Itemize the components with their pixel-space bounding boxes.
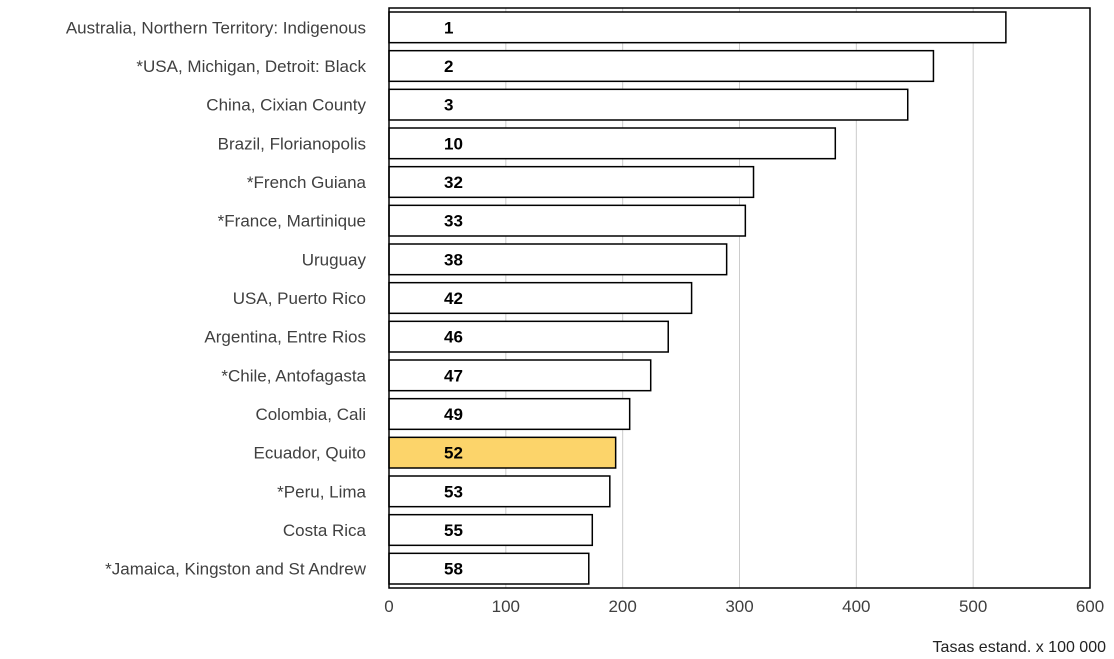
bar-label-8: 42 [444, 289, 463, 308]
bar-label-9: 46 [444, 328, 463, 347]
x-tick-label-300: 300 [725, 597, 753, 616]
x-tick-labels: 0 100 200 300 400 500 600 [384, 597, 1104, 616]
bar-14 [388, 513, 594, 547]
category-label-7: Uruguay [302, 250, 367, 269]
category-label-3: China, Cixian County [206, 96, 366, 115]
category-label-5: *French Guiana [247, 173, 367, 192]
bar-9 [388, 320, 669, 353]
bar-4 [388, 127, 837, 160]
bar-15 [388, 552, 590, 585]
bar-12 [388, 436, 617, 469]
category-label-14: Costa Rica [283, 521, 367, 540]
bar-8 [388, 281, 693, 315]
bar-label-2: 2 [444, 57, 453, 76]
bar-label-14: 55 [444, 521, 463, 540]
category-label-15: *Jamaica, Kingston and St Andrew [105, 560, 367, 579]
bar-label-7: 38 [444, 250, 463, 269]
bar-label-12: 52 [444, 444, 463, 463]
bars [388, 11, 1007, 585]
bar-10 [388, 359, 652, 392]
category-label-10: *Chile, Antofagasta [221, 366, 366, 385]
x-tick-label-200: 200 [608, 597, 636, 616]
plot-frame [388, 7, 1091, 589]
bar-label-1: 1 [444, 18, 453, 37]
category-label-13: *Peru, Lima [277, 482, 366, 501]
bar-label-11: 49 [444, 405, 463, 424]
x-tick-label-600: 600 [1076, 597, 1104, 616]
bar-label-5: 32 [444, 173, 463, 192]
category-label-12: Ecuador, Quito [254, 444, 366, 463]
category-label-4: Brazil, Florianopolis [218, 134, 366, 153]
bar-2 [388, 49, 935, 83]
category-labels: Australia, Northern Territory: Indigenou… [66, 18, 367, 578]
category-label-8: USA, Puerto Rico [233, 289, 366, 308]
bar-label-10: 47 [444, 366, 463, 385]
bar-6 [388, 204, 747, 237]
x-tick-label-0: 0 [384, 597, 393, 616]
x-tick-label-100: 100 [492, 597, 520, 616]
bar-labels: 1 2 3 10 32 33 38 42 46 47 49 52 53 55 58 [444, 18, 463, 578]
category-label-6: *France, Martinique [218, 212, 366, 231]
bar-7 [388, 243, 728, 276]
bar-label-4: 10 [444, 134, 463, 153]
bar-1 [388, 11, 1007, 44]
bar-3 [388, 88, 909, 121]
category-label-9: Argentina, Entre Rios [204, 328, 366, 347]
x-tick-label-400: 400 [842, 597, 870, 616]
category-label-11: Colombia, Cali [255, 405, 366, 424]
x-tick-label-500: 500 [959, 597, 987, 616]
x-axis-title: Tasas estand. x 100 000 [933, 639, 1107, 656]
category-label-2: *USA, Michigan, Detroit: Black [136, 57, 366, 76]
bar-label-13: 53 [444, 482, 463, 501]
bar-label-6: 33 [444, 212, 463, 231]
bar-13 [388, 475, 611, 508]
bar-label-15: 58 [444, 560, 463, 579]
bar-11 [388, 397, 631, 431]
category-label-1: Australia, Northern Territory: Indigenou… [66, 18, 366, 37]
bar-label-3: 3 [444, 96, 453, 115]
